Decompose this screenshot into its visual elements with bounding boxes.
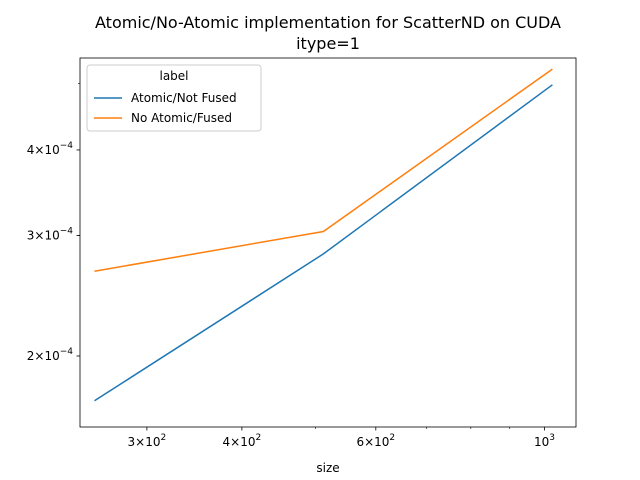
legend-title: label [159, 69, 188, 83]
y-tick-label: 3×10−4 [27, 226, 74, 242]
legend-label: No Atomic/Fused [131, 111, 232, 125]
x-tick-label: 4×102 [223, 433, 262, 449]
x-tick-label: 103 [534, 433, 555, 449]
chart-subtitle: itype=1 [296, 34, 360, 53]
legend: label Atomic/Not Fused No Atomic/Fused [86, 64, 262, 132]
x-tick-label: 3×102 [128, 433, 167, 449]
x-axis-label: size [316, 461, 339, 475]
series-line-2 [94, 68, 553, 272]
chart-title: Atomic/No-Atomic implementation for Scat… [95, 13, 561, 32]
legend-box [86, 64, 262, 132]
legend-label: Atomic/Not Fused [131, 91, 237, 105]
x-tick-label: 6×102 [356, 433, 395, 449]
series-line-1 [94, 84, 553, 402]
y-tick-label: 4×10−4 [27, 141, 74, 157]
plot-area-frame [79, 57, 577, 428]
y-tick-label: 2×10−4 [27, 347, 74, 363]
